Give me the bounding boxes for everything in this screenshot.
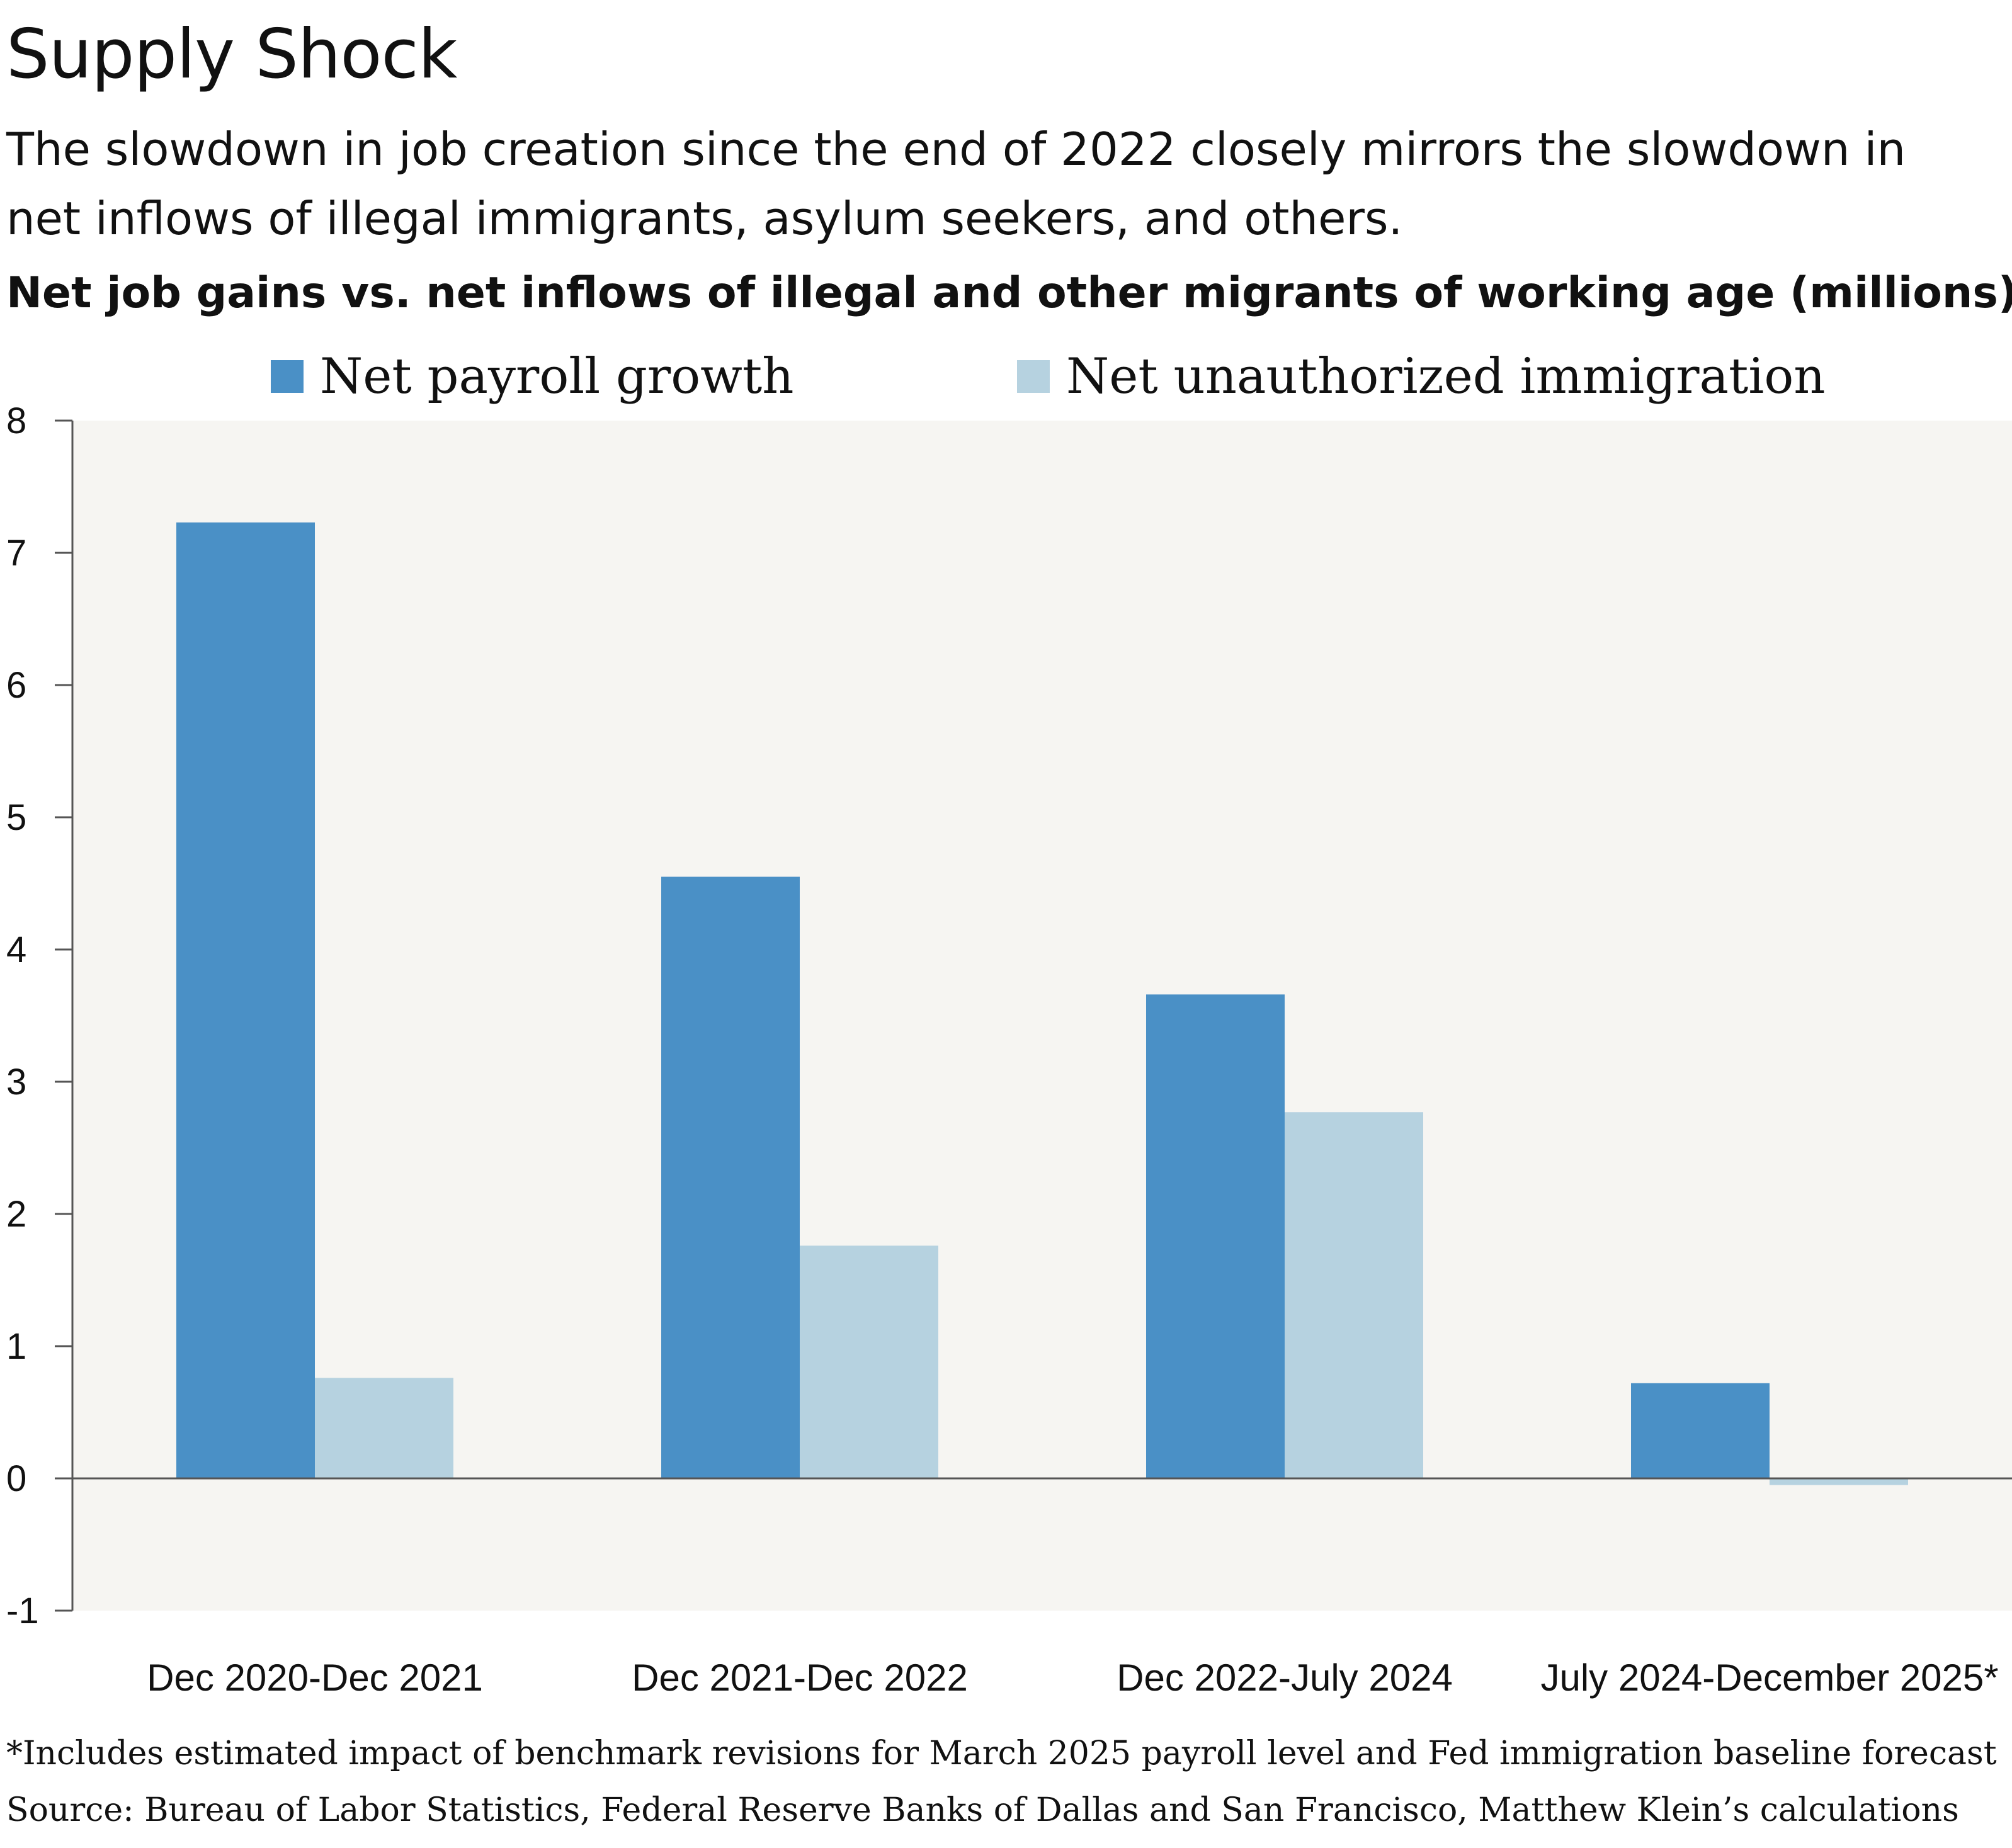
legend-label-payroll: Net payroll growth	[320, 348, 794, 405]
y-tick-label: 6	[6, 665, 26, 706]
bar-payroll-2	[661, 876, 800, 1478]
legend-item-payroll: Net payroll growth	[271, 345, 794, 408]
subtitle: The slowdown in job creation since the e…	[6, 123, 1906, 245]
y-tick-label: 2	[6, 1194, 26, 1235]
legend: Net payroll growth Net unauthorized immi…	[0, 345, 2012, 408]
bar-immigration-4	[1770, 1478, 1908, 1485]
chart-heading: Net job gains vs. net inflows of illegal…	[6, 268, 2012, 318]
legend-swatch-immigration	[1017, 360, 1050, 393]
y-tick-label: 1	[6, 1326, 26, 1367]
x-tick-label: Dec 2021-Dec 2022	[632, 1657, 968, 1699]
footnote: *Includes estimated impact of benchmark …	[6, 1735, 1997, 1772]
y-tick-label: 4	[6, 929, 26, 970]
y-tick-label: -1	[6, 1590, 39, 1631]
bar-payroll-4	[1631, 1383, 1770, 1478]
x-tick-label: July 2024-December 2025*	[1540, 1657, 1998, 1699]
bar-immigration-1	[315, 1378, 453, 1478]
y-tick-label: 7	[6, 533, 26, 574]
bar-payroll-1	[176, 522, 315, 1479]
bar-chart: -1 0 1 2 3 4 5 6 7 8 Dec 2020-Dec 2021 Dec 2021-Dec…	[6, 400, 2012, 1699]
y-tick-label: 0	[6, 1458, 26, 1499]
bar-payroll-3	[1146, 994, 1285, 1478]
legend-label-immigration: Net unauthorized immigration	[1066, 348, 1826, 405]
y-tick-label: 8	[6, 400, 26, 441]
y-tick-label: 3	[6, 1062, 26, 1103]
x-tick-label: Dec 2022-July 2024	[1117, 1657, 1453, 1699]
legend-swatch-payroll	[271, 360, 304, 393]
bar-immigration-2	[800, 1245, 938, 1478]
legend-item-immigration: Net unauthorized immigration	[1017, 345, 1826, 408]
page-title: Supply Shock	[6, 15, 457, 94]
bar-immigration-3	[1285, 1112, 1423, 1478]
x-tick-label: Dec 2020-Dec 2021	[147, 1657, 483, 1699]
source-note: Source: Bureau of Labor Statistics, Fede…	[6, 1791, 1959, 1829]
y-tick-label: 5	[6, 797, 26, 838]
